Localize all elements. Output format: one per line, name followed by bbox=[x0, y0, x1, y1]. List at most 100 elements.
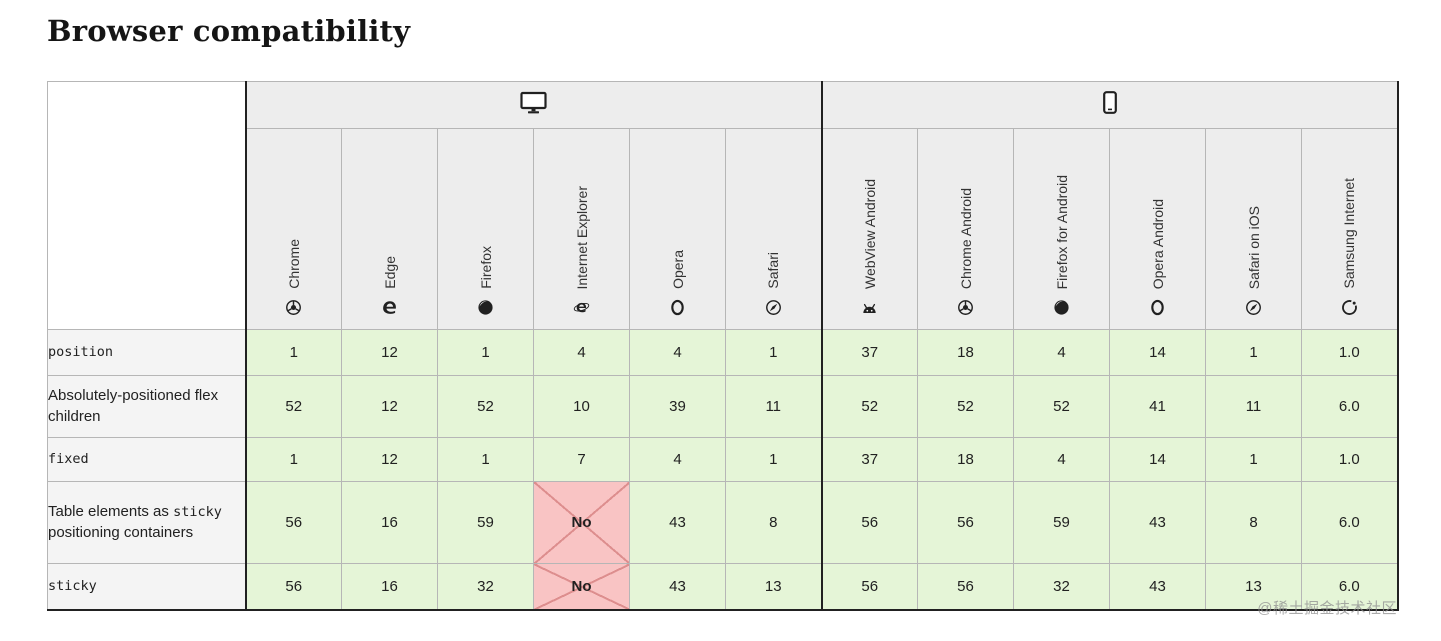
browser-label: Safari bbox=[765, 252, 782, 289]
support-cell[interactable]: 56 bbox=[244, 481, 342, 564]
support-cell[interactable]: 4 bbox=[629, 437, 726, 482]
support-cell[interactable]: 43 bbox=[629, 481, 726, 564]
support-cell[interactable]: 1 bbox=[725, 329, 822, 376]
support-cell[interactable]: 37 bbox=[820, 329, 918, 376]
support-cell[interactable]: 1 bbox=[244, 437, 342, 482]
support-cell[interactable]: 52 bbox=[917, 375, 1014, 438]
support-cell[interactable]: 6.0 bbox=[1301, 563, 1399, 611]
support-value: 37 bbox=[861, 344, 879, 361]
support-cell[interactable]: 52 bbox=[1013, 375, 1110, 438]
support-value: 11 bbox=[765, 398, 782, 415]
support-value: 59 bbox=[477, 514, 494, 531]
support-value: 16 bbox=[381, 577, 398, 595]
support-cell[interactable]: 39 bbox=[629, 375, 726, 438]
support-cell[interactable]: 52 bbox=[244, 375, 342, 438]
support-cell[interactable]: 1 bbox=[725, 437, 822, 482]
support-cell[interactable]: 6.0 bbox=[1301, 375, 1399, 438]
browser-label: Edge bbox=[381, 256, 398, 289]
corner-cell bbox=[47, 81, 246, 330]
support-cell[interactable]: 56 bbox=[244, 563, 342, 611]
support-value: 11 bbox=[1245, 398, 1262, 415]
support-cell[interactable]: 16 bbox=[341, 563, 438, 611]
support-cell[interactable]: 12 bbox=[341, 329, 438, 376]
support-value: 12 bbox=[381, 344, 398, 361]
support-cell[interactable]: 43 bbox=[1109, 481, 1206, 564]
feature-code: sticky bbox=[173, 504, 222, 521]
support-cell[interactable]: 13 bbox=[725, 563, 822, 611]
support-cell[interactable]: No bbox=[533, 563, 630, 611]
support-cell[interactable]: 6.0 bbox=[1301, 481, 1399, 564]
support-cell[interactable]: 43 bbox=[629, 563, 726, 611]
support-cell[interactable]: 1 bbox=[437, 437, 534, 482]
support-cell[interactable]: 52 bbox=[820, 375, 918, 438]
support-cell[interactable]: 1.0 bbox=[1301, 329, 1399, 376]
support-value: 4 bbox=[1057, 451, 1066, 468]
support-cell[interactable]: 56 bbox=[917, 563, 1014, 611]
support-cell[interactable]: 11 bbox=[725, 375, 822, 438]
support-value: 56 bbox=[861, 577, 879, 595]
chrome-icon bbox=[957, 299, 974, 316]
table-row: Table elements as sticky positioning con… bbox=[47, 481, 1399, 564]
support-value: 52 bbox=[285, 398, 303, 415]
support-cell[interactable]: 32 bbox=[1013, 563, 1110, 611]
support-cell[interactable]: 1 bbox=[437, 329, 534, 376]
support-cell[interactable]: 52 bbox=[437, 375, 534, 438]
support-value: 52 bbox=[477, 398, 494, 415]
browser-header-webview-android: WebView Android bbox=[820, 128, 918, 330]
browser-header-opera: Opera bbox=[629, 128, 726, 330]
support-value: 13 bbox=[1245, 577, 1262, 595]
support-cell[interactable]: 18 bbox=[917, 329, 1014, 376]
platform-header-desktop bbox=[244, 81, 822, 129]
support-value: 56 bbox=[957, 514, 974, 531]
support-cell[interactable]: 8 bbox=[725, 481, 822, 564]
safari-icon bbox=[765, 299, 782, 316]
support-cell[interactable]: 14 bbox=[1109, 437, 1206, 482]
support-value: 18 bbox=[957, 451, 974, 468]
support-cell[interactable]: 10 bbox=[533, 375, 630, 438]
support-cell[interactable]: 43 bbox=[1109, 563, 1206, 611]
samsung-icon bbox=[1341, 299, 1358, 316]
support-value: 12 bbox=[381, 398, 398, 415]
support-cell[interactable]: 4 bbox=[1013, 437, 1110, 482]
support-cell[interactable]: 1.0 bbox=[1301, 437, 1399, 482]
support-value: 13 bbox=[764, 577, 782, 595]
support-cell[interactable]: 4 bbox=[1013, 329, 1110, 376]
support-value: 16 bbox=[381, 514, 398, 531]
feature-name: position bbox=[47, 329, 246, 376]
support-value: 32 bbox=[477, 577, 494, 595]
support-value: 56 bbox=[285, 577, 303, 595]
support-value: 1 bbox=[481, 344, 490, 361]
support-value: 14 bbox=[1149, 344, 1166, 361]
support-value: 7 bbox=[577, 451, 586, 468]
support-cell[interactable]: 1 bbox=[1205, 437, 1302, 482]
support-cell[interactable]: 12 bbox=[341, 437, 438, 482]
support-cell[interactable]: 56 bbox=[820, 563, 918, 611]
support-cell[interactable]: 56 bbox=[820, 481, 918, 564]
support-cell[interactable]: 59 bbox=[437, 481, 534, 564]
support-cell[interactable]: 4 bbox=[629, 329, 726, 376]
support-cell[interactable]: 41 bbox=[1109, 375, 1206, 438]
support-cell[interactable]: 18 bbox=[917, 437, 1014, 482]
support-value: 56 bbox=[861, 514, 879, 531]
browser-header-safari-on-ios: Safari on iOS bbox=[1205, 128, 1302, 330]
support-cell[interactable]: 1 bbox=[1205, 329, 1302, 376]
support-cell[interactable]: 59 bbox=[1013, 481, 1110, 564]
support-cell[interactable]: 56 bbox=[917, 481, 1014, 564]
support-cell[interactable]: 16 bbox=[341, 481, 438, 564]
support-cell[interactable]: 12 bbox=[341, 375, 438, 438]
support-cell[interactable]: 13 bbox=[1205, 563, 1302, 611]
support-cell[interactable]: 8 bbox=[1205, 481, 1302, 564]
support-cell[interactable]: No bbox=[533, 481, 630, 564]
support-value: 1 bbox=[769, 451, 778, 468]
browser-header-firefox-for-android: Firefox for Android bbox=[1013, 128, 1110, 330]
support-cell[interactable]: 4 bbox=[533, 329, 630, 376]
support-cell[interactable]: 14 bbox=[1109, 329, 1206, 376]
support-cell[interactable]: 11 bbox=[1205, 375, 1302, 438]
support-value: 4 bbox=[1057, 344, 1066, 361]
support-cell[interactable]: 1 bbox=[244, 329, 342, 376]
platform-header-mobile bbox=[820, 81, 1399, 129]
support-cell[interactable]: 32 bbox=[437, 563, 534, 611]
support-cell[interactable]: 37 bbox=[820, 437, 918, 482]
support-value: No bbox=[571, 514, 592, 531]
support-cell[interactable]: 7 bbox=[533, 437, 630, 482]
